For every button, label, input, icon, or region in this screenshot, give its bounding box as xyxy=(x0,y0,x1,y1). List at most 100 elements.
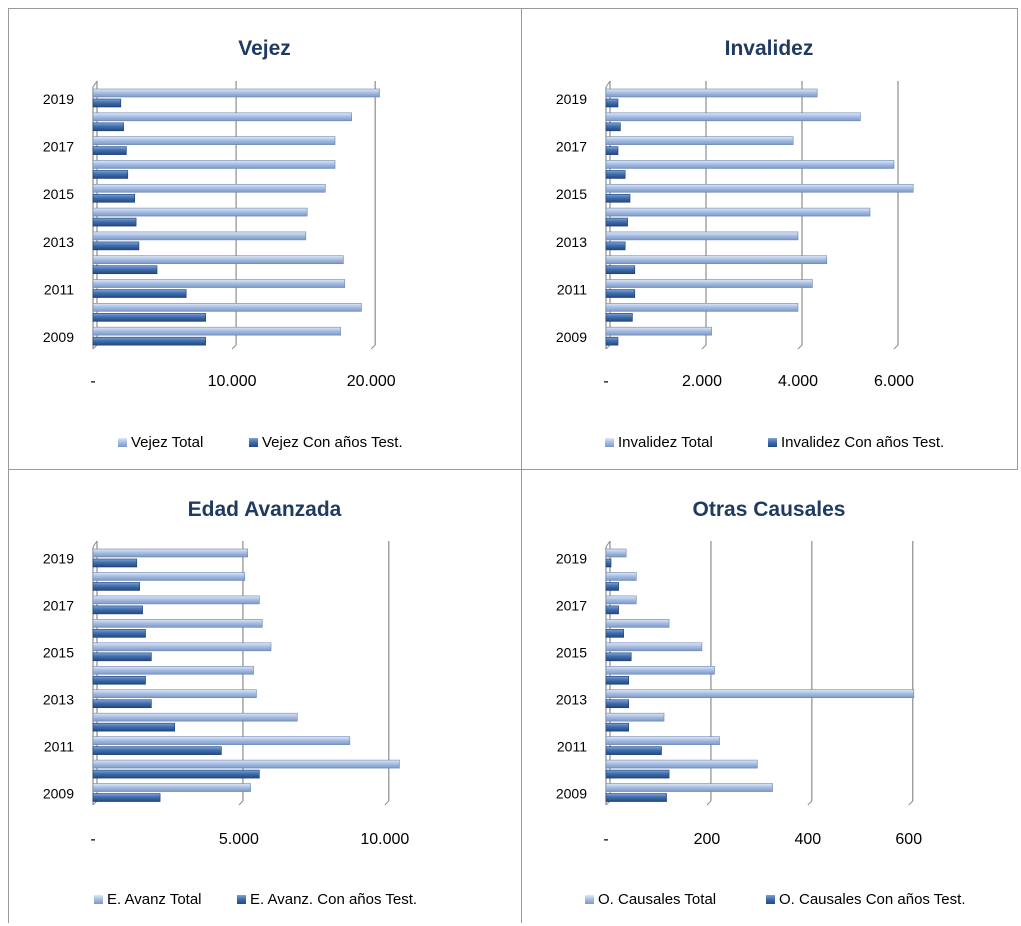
bar-total-2009 xyxy=(92,326,341,336)
bar-total-2011 xyxy=(605,736,720,745)
y-axis-top xyxy=(605,80,611,88)
bar-con-anos-2010 xyxy=(605,769,670,779)
bar-total-2016 xyxy=(92,160,336,169)
y-tick-label: 2009 xyxy=(556,785,587,801)
bar-total-2011 xyxy=(605,279,813,288)
bar-total-2013 xyxy=(605,231,799,241)
bar-con-anos-2013 xyxy=(92,699,152,709)
x-tick-label: 200 xyxy=(694,831,721,848)
panel-invalidez: Invalidez 2009 2011 2013 2015 2017 2019 - 2.000 4… xyxy=(522,9,1016,467)
bar-con-anos-2012 xyxy=(605,722,630,732)
bar-total-2016 xyxy=(92,619,263,628)
bar-con-anos-2019 xyxy=(92,558,138,568)
grid-divider-horizontal xyxy=(8,469,1018,470)
y-tick-label: 2017 xyxy=(43,139,74,155)
bar-total-2017 xyxy=(605,595,637,605)
bar-total-2012 xyxy=(605,712,665,722)
bar-total-2013 xyxy=(92,689,257,699)
bar-con-anos-2014 xyxy=(92,217,137,227)
x-tick-label: 400 xyxy=(794,831,821,848)
bar-con-anos-2016 xyxy=(92,170,129,179)
bar-con-anos-2009 xyxy=(92,793,161,802)
grid-divider-vertical xyxy=(521,8,522,923)
legend-swatch-total xyxy=(118,438,127,447)
legend-swatch-total xyxy=(605,438,614,447)
bar-con-anos-2019 xyxy=(92,98,122,108)
bar-total-2014 xyxy=(92,665,254,675)
legend-swatch-total xyxy=(585,895,594,904)
bar-total-2009 xyxy=(605,783,773,792)
y-tick-label: 2017 xyxy=(43,598,74,614)
bar-con-anos-2014 xyxy=(92,675,146,685)
bar-total-2015 xyxy=(605,183,914,193)
bar-total-2019 xyxy=(605,88,818,98)
y-tick-label: 2009 xyxy=(43,329,74,345)
y-tick-label: 2013 xyxy=(43,234,74,250)
gridline-foot xyxy=(370,344,376,350)
bar-total-2010 xyxy=(605,303,799,312)
bar-con-anos-2012 xyxy=(92,722,176,732)
bar-con-anos-2015 xyxy=(605,193,631,203)
bar-con-anos-2009 xyxy=(92,336,206,346)
y-tick-label: 2011 xyxy=(44,281,74,297)
y-tick-label: 2017 xyxy=(556,598,587,614)
bar-total-2014 xyxy=(605,207,871,217)
bar-con-anos-2013 xyxy=(605,699,630,709)
bar-total-2015 xyxy=(92,183,326,193)
chart-edad-avanzada: Edad Avanzada 2009 2011 2013 2015 2017 2019 - 5.… xyxy=(43,498,417,908)
y-tick-label: 2013 xyxy=(43,691,74,707)
gridline-foot xyxy=(384,800,390,806)
legend-label-con-anos: Invalidez Con años Test. xyxy=(781,434,944,451)
gridline-foot xyxy=(701,344,707,350)
bar-total-2010 xyxy=(92,759,400,769)
y-axis-top xyxy=(92,540,98,548)
x-tick-label: 10.000 xyxy=(360,831,409,848)
bar-con-anos-2019 xyxy=(605,98,619,108)
bar-con-anos-2012 xyxy=(92,265,158,275)
y-tick-label: 2013 xyxy=(556,691,587,707)
y-tick-label: 2019 xyxy=(43,551,74,567)
y-tick-label: 2009 xyxy=(556,329,587,345)
y-tick-label: 2019 xyxy=(556,551,587,567)
bar-total-2014 xyxy=(92,207,308,217)
bar-con-anos-2018 xyxy=(92,582,140,591)
chart-title: Otras Causales xyxy=(693,498,846,521)
panel-otras-causales: Otras Causales 2009 2011 2013 2015 2017 2019 - 2… xyxy=(522,470,1016,923)
legend-swatch-con-anos xyxy=(766,895,775,904)
x-tick-label: - xyxy=(90,373,95,390)
bar-total-2010 xyxy=(92,303,362,312)
grid-border-right xyxy=(1017,8,1018,470)
legend-swatch-total xyxy=(94,895,103,904)
panel-vejez: Vejez 2009 2011 2013 2015 2017 2019 - 10.000 20.0… xyxy=(9,9,520,467)
y-axis-foot xyxy=(92,344,98,350)
y-tick-label: 2011 xyxy=(557,281,587,297)
x-tick-label: - xyxy=(603,831,608,848)
bar-total-2018 xyxy=(92,112,353,122)
legend-label-total: E. Avanz Total xyxy=(107,891,202,908)
bar-con-anos-2015 xyxy=(605,652,632,662)
gridline-foot xyxy=(908,800,914,806)
y-tick-label: 2011 xyxy=(44,738,74,754)
gridline-foot xyxy=(797,344,803,350)
chart-title: Vejez xyxy=(238,37,291,60)
bar-con-anos-2017 xyxy=(605,605,619,615)
bar-con-anos-2013 xyxy=(92,241,140,251)
legend-label-total: O. Causales Total xyxy=(598,891,716,908)
bar-con-anos-2010 xyxy=(605,313,633,322)
bar-con-anos-2016 xyxy=(92,629,146,638)
y-axis-foot xyxy=(605,344,611,350)
y-tick-label: 2009 xyxy=(43,785,74,801)
legend-label-con-anos: O. Causales Con años Test. xyxy=(779,891,966,908)
panel-edad-avanzada: Edad Avanzada 2009 2011 2013 2015 2017 2019 - 5.… xyxy=(9,470,520,923)
x-tick-label: - xyxy=(603,373,608,390)
legend-label-total: Vejez Total xyxy=(131,434,203,451)
bar-con-anos-2016 xyxy=(605,170,626,179)
bar-con-anos-2015 xyxy=(92,652,152,662)
y-tick-label: 2013 xyxy=(556,234,587,250)
bar-con-anos-2019 xyxy=(605,558,612,568)
bar-con-anos-2018 xyxy=(605,582,619,591)
chart-invalidez: Invalidez 2009 2011 2013 2015 2017 2019 - 2.000 4… xyxy=(556,37,944,451)
chart-otras-causales: Otras Causales 2009 2011 2013 2015 2017 2019 - 2… xyxy=(556,498,966,908)
bar-total-2019 xyxy=(92,548,248,558)
bar-con-anos-2015 xyxy=(92,193,136,203)
